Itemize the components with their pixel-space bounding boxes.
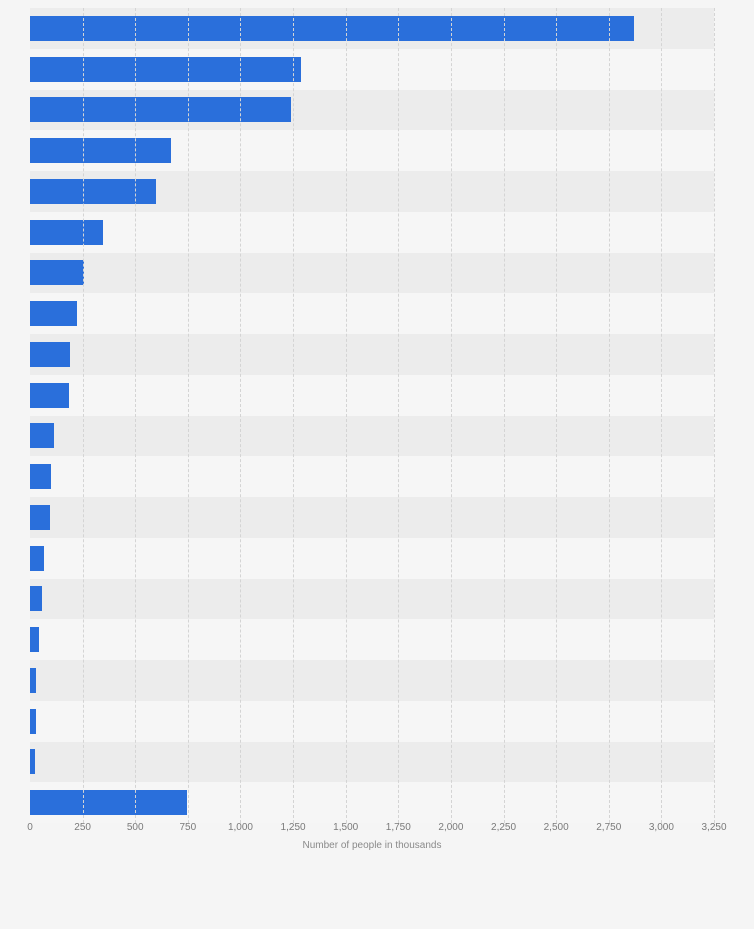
x-tick-label: 1,500 xyxy=(333,822,359,833)
bar[interactable] xyxy=(30,15,635,41)
gridline xyxy=(714,8,715,823)
chart-row xyxy=(30,89,714,131)
chart-row xyxy=(30,660,714,701)
bar[interactable] xyxy=(30,138,171,164)
bar[interactable] xyxy=(30,749,35,775)
x-tick-label: 2,500 xyxy=(543,822,569,833)
x-tick-label: 2,000 xyxy=(438,822,464,833)
bar[interactable] xyxy=(30,790,187,816)
plot-area xyxy=(30,8,714,823)
bar[interactable] xyxy=(30,667,37,693)
chart-row xyxy=(30,782,714,823)
bar[interactable] xyxy=(30,382,69,408)
x-tick-label: 1,250 xyxy=(280,822,306,833)
chart-row xyxy=(30,456,714,497)
chart-row xyxy=(30,537,714,579)
x-tick-label: 750 xyxy=(179,822,197,833)
chart-row xyxy=(30,415,714,457)
chart-row xyxy=(30,334,714,375)
x-tick-label: 250 xyxy=(74,822,91,833)
chart-row xyxy=(30,700,714,742)
chart-row xyxy=(30,497,714,538)
chart-row xyxy=(30,619,714,660)
chart-row xyxy=(30,741,714,783)
x-tick-label: 500 xyxy=(126,822,144,833)
chart-row xyxy=(30,252,714,294)
bar[interactable] xyxy=(30,301,78,327)
bar[interactable] xyxy=(30,464,52,490)
bar[interactable] xyxy=(30,708,36,734)
chart-row xyxy=(30,293,714,334)
bar[interactable] xyxy=(30,341,70,367)
chart-row xyxy=(30,374,714,416)
bar[interactable] xyxy=(30,504,50,530)
bar[interactable] xyxy=(30,178,157,204)
bar[interactable] xyxy=(30,97,291,123)
chart-row xyxy=(30,578,714,620)
bar[interactable] xyxy=(30,586,42,612)
x-tick-label: 3,250 xyxy=(701,822,727,833)
bar[interactable] xyxy=(30,56,302,82)
bar[interactable] xyxy=(30,545,44,571)
bar[interactable] xyxy=(30,260,84,286)
x-tick-label: 2,250 xyxy=(491,822,517,833)
chart-row xyxy=(30,48,714,90)
x-tick-label: 3,000 xyxy=(648,822,674,833)
bar[interactable] xyxy=(30,627,40,653)
x-tick-label: 0 xyxy=(27,822,33,833)
bar[interactable] xyxy=(30,423,55,449)
x-tick-label: 1,750 xyxy=(385,822,411,833)
x-tick-label: 2,750 xyxy=(596,822,622,833)
chart-row xyxy=(30,8,714,49)
bar[interactable] xyxy=(30,219,103,245)
chart-row xyxy=(30,171,714,212)
chart-row xyxy=(30,211,714,253)
x-axis: 0 250 500 750 1,000 1,250 1,500 1,750 2,000 2,250… xyxy=(27,822,726,836)
x-axis-label: Number of people in thousands xyxy=(302,840,442,851)
x-tick-label: 1,000 xyxy=(227,822,253,833)
chart-row xyxy=(30,130,714,171)
